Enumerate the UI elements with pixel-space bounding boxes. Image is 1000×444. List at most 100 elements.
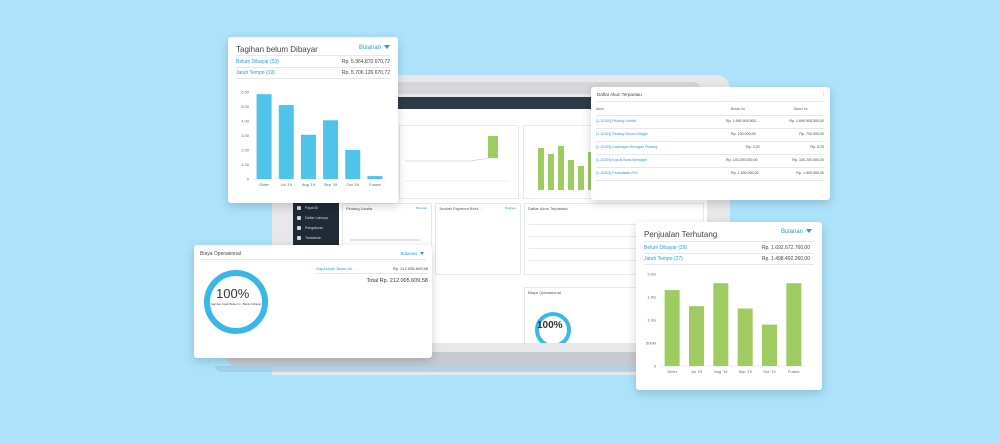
y-tick-label: 500M [646,341,656,346]
bar-sep-19[interactable] [737,308,753,367]
y-tick-label: 1.5G [647,295,656,300]
table-row[interactable]: [1-10102] Cadangan Kerugian Piutang Rp. … [596,141,824,154]
biaya-item-link[interactable]: Gaji&Upah Bulan Ini ... [316,266,357,271]
screen-sidebar-label: Pajak/Di [305,206,319,210]
biaya-item-value: Rp. 212.005.609,58 [392,266,428,271]
table-row[interactable]: [1-10200] Kas di Bank Berdaget Rp. 140.2… [596,154,824,167]
tagihan-belum-dibayar-link[interactable]: Belum Dibayar (53) [236,59,280,65]
penjualan-period-dropdown[interactable]: Bulanan [781,229,812,235]
period-label: Bulanan [780,229,803,235]
screen-sidebar-item[interactable]: Pengaturan [293,223,339,233]
biaya-operasional-card: Biaya Operasional Bulanan 100% Gaji dan … [194,245,432,358]
penjualan-jatuh-tempo-link[interactable]: Jatuh Tempo (27) [644,256,683,262]
screen-sidebar-item[interactable]: Daftar Lainnya [293,213,339,223]
y-tick-label: 3.00 [241,133,250,138]
screen-sidebar-item[interactable]: Tambahan [293,233,339,243]
menu-icon [297,226,301,230]
x-tick-label: Oct '19 [346,182,359,187]
table-row[interactable]: [1-10101] Piutang Belum Ditagih Rp. 100.… [596,128,824,141]
more-vertical-icon[interactable]: ⋮ [821,91,826,97]
bulan-value: Rp. 3,20 [746,145,760,149]
bulan-value: Rp. 1.690.905.500,... [726,119,760,123]
period-label: Bulanan [358,45,381,51]
bar-older[interactable] [664,290,680,366]
penjualan-belum-dibayar-link[interactable]: Belum Dibayar (29) [644,245,688,251]
screen-mini-line [350,239,420,241]
tagihan-bar-chart: 0 1.00 2.00 3.00 4.00 5.00 6.00 Older Jul '19 Aug… [241,90,386,187]
column-header-tahun: Tahun ini [793,107,808,111]
laptop-shadow [215,366,795,372]
bar-aug-19[interactable] [713,283,729,366]
y-tick-label: 5.00 [241,104,250,109]
penjualan-bar-chart: 0 500M 1.0G 1.5G 2.0G Older Jul '19 Aug '19 Sep … [646,272,806,374]
x-tick-label: Aug '19 [714,369,728,374]
x-tick-label: Sep '19 [738,369,752,374]
biaya-period-dropdown[interactable]: Bulanan [400,251,424,256]
x-tick-label: Future [788,369,800,374]
penjualan-title: Penjualan Terhutang [644,230,718,239]
daftar-akun-card: Daftar Akun Terpantau ⋮ Akun Bulan ini T… [591,87,830,200]
biaya-total: Total Rp. 212.005.609,58 [366,278,428,284]
tagihan-belum-dibayar-value: Rp. 5.964.870.670,72 [341,59,390,65]
tahun-value: Rp. 3,20 [810,145,824,149]
chevron-down-icon [806,229,812,234]
akun-link[interactable]: [1-10102] Cadangan Kerugian Piutang [596,145,658,149]
y-tick-label: 2.00 [241,148,250,153]
x-tick-label: Future [369,182,381,187]
table-row[interactable]: [1-10300] Persediaan ATK Rp. 1.900.000,0… [596,167,824,180]
penjualan-card: Penjualan Terhutang Bulanan Belum Dibaya… [636,222,822,390]
screen-mini-percent: 100% [537,320,563,331]
tagihan-period-dropdown[interactable]: Bulanan [359,45,390,51]
screen-panel-title: Piutang Usaha [346,206,373,211]
screen-panel-period[interactable]: Bulanan [415,206,427,210]
bar-oct-19[interactable] [345,150,361,179]
x-tick-label: Jul '19 [281,182,293,187]
y-tick-label: 1.00 [241,162,250,167]
column-header-akun: Akun [596,107,605,111]
biaya-donut-chart [204,270,268,334]
tahun-value: Rp. 700.000,00 [799,132,824,136]
bar-jul-19[interactable] [689,306,704,366]
y-tick-label: 1.0G [647,318,656,323]
period-label: Bulanan [400,251,417,256]
menu-icon [297,236,301,240]
screen-sidebar-item[interactable]: Pajak/Di [293,203,339,213]
bar-future[interactable] [367,176,383,179]
menu-icon [297,216,301,220]
donut-center-label: Gaji dan Upah Bulan Ini - Belum Dibayar [210,302,262,306]
penjualan-jatuh-tempo-value: Rp. 1.498.492.260,00 [761,256,810,262]
daftar-akun-title: Daftar Akun Terpantau [597,92,642,97]
bar-aug-19[interactable] [300,134,316,179]
bar-jul-19[interactable] [278,105,294,179]
bar-oct-19[interactable] [762,324,777,366]
x-tick-label: Jul '19 [691,369,703,374]
tahun-value: Rp. 1.900.000,00 [796,171,824,175]
bar-sep-19[interactable] [323,120,339,179]
akun-link[interactable]: [1-10101] Piutang Belum Ditagih [596,132,648,136]
menu-icon [297,206,301,210]
screen-panel-title: Jumlah Payment Berd... [439,206,482,211]
screen-payment-panel: Jumlah Payment Berd... Bulanan [435,203,521,275]
akun-link[interactable]: [1-10300] Persediaan ATK [596,171,638,175]
table-row[interactable]: [1-10100] Piutang Usaha Rp. 1.690.905.50… [596,115,824,128]
biaya-title: Biaya Operasional [200,251,241,257]
screen-sidebar-label: Tambahan [305,236,322,240]
x-tick-label: Older [259,182,269,187]
bulan-value: Rp. 100.000,00 [731,132,756,136]
bar-older[interactable] [256,94,272,179]
y-tick-label: 2.0G [647,272,656,277]
column-header-bulan: Bulan ini [731,107,745,111]
akun-link[interactable]: [1-10100] Piutang Usaha [596,119,636,123]
screen-panel-period[interactable]: Bulanan [504,206,516,210]
bar-future[interactable] [786,283,802,366]
tagihan-jatuh-tempo-value: Rp. 5.706.126.670,72 [341,70,390,76]
screen-panel-title: Daftar Akun Terpantau [528,206,568,211]
y-tick-label: 6.00 [241,90,250,95]
y-tick-label: 0 [654,364,657,369]
x-tick-label: Aug '19 [302,182,316,187]
akun-link[interactable]: [1-10200] Kas di Bank Berdaget [596,158,647,162]
screen-line-chart-panel [399,125,519,199]
tahun-value: Rp. 1.690.905.500,00 [789,119,824,123]
tagihan-jatuh-tempo-link[interactable]: Jatuh Tempo (19) [236,70,275,76]
donut-ring [204,270,268,334]
